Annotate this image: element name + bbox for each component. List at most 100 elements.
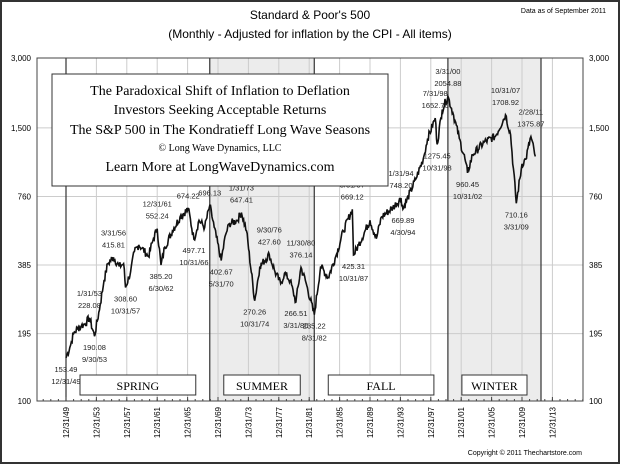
info-line-1: The Paradoxical Shift of Inflation to De…: [90, 84, 350, 99]
copyright: Copyright © 2011 Thechartstore.com: [468, 449, 582, 457]
annotation-label: 674.22: [177, 192, 200, 201]
annotation-label: 10/31/02: [453, 192, 482, 201]
annotation-label: 10/31/87: [339, 274, 368, 283]
y-tick-label-left: 195: [18, 330, 32, 339]
annotation-label: 427.60: [258, 237, 281, 246]
annotation-label: 1/31/53: [77, 289, 102, 298]
info-box: The Paradoxical Shift of Inflation to De…: [51, 73, 389, 187]
annotation-label: 12/31/49: [51, 377, 80, 386]
x-tick-label: 12/31/85: [336, 406, 345, 438]
season-box: [79, 374, 197, 396]
annotation-label: 10/31/57: [111, 306, 140, 315]
annotation-label: 647.41: [230, 196, 253, 205]
season-label: FALL: [367, 379, 396, 393]
annotation-label: 270.26: [243, 308, 266, 317]
y-tick-label-right: 100: [589, 397, 603, 406]
annotation-label: 4/30/94: [390, 228, 415, 237]
x-tick-label: 12/31/05: [488, 406, 497, 438]
annotation-label: 9/30/76: [257, 225, 282, 234]
annotation-label: 1708.92: [492, 98, 519, 107]
info-line-3: The S&P 500 in The Kondratieff Long Wave…: [70, 123, 370, 138]
annotation-label: 415.81: [102, 240, 125, 249]
annotation-label: 1652.70: [422, 101, 449, 110]
x-tick-label: 12/31/61: [153, 406, 162, 438]
y-tick-label-right: 760: [589, 192, 603, 201]
annotation-label: 7/31/98: [423, 89, 448, 98]
annotation-label: 696.13: [198, 188, 221, 197]
annotation-label: 9/30/53: [82, 355, 107, 364]
x-tick-label: 12/31/13: [548, 406, 557, 438]
y-tick-label-right: 195: [589, 330, 603, 339]
annotation-label: 2/28/11: [519, 108, 543, 117]
info-line-4: © Long Wave Dynamics, LLC: [159, 143, 282, 154]
annotation-label: 6/30/62: [148, 284, 173, 293]
annotation-label: 3/31/00: [435, 67, 460, 76]
y-tick-label-right: 1,500: [589, 124, 610, 133]
y-tick-label-left: 100: [18, 397, 32, 406]
annotation-label: 669.89: [391, 216, 414, 225]
season-label: WINTER: [471, 379, 518, 393]
annotation-label: 402.67: [210, 268, 233, 277]
annotation-label: 190.08: [83, 343, 106, 352]
y-tick-label-right: 385: [589, 261, 603, 270]
data-note: Data as of September 2011: [521, 8, 606, 15]
y-tick-label-left: 760: [18, 192, 32, 201]
annotation-label: 3/31/80: [283, 321, 308, 330]
annotation-label: 11/30/80: [287, 238, 316, 247]
season-box: [327, 374, 435, 396]
annotation-label: 1375.87: [517, 120, 544, 129]
annotation-label: 3/31/09: [504, 222, 529, 231]
y-tick-label-left: 1,500: [11, 124, 32, 133]
annotation-label: 1275.45: [424, 151, 451, 160]
annotation-label: 425.31: [342, 262, 365, 271]
x-tick-label: 12/31/49: [62, 406, 71, 438]
annotation-label: 8/31/82: [302, 334, 327, 343]
x-tick-label: 12/31/65: [184, 406, 193, 438]
annotation-label: 228.08: [78, 301, 101, 310]
annotation-label: 710.16: [505, 210, 528, 219]
x-tick-label: 12/31/73: [244, 406, 253, 438]
annotation-label: 748.20: [390, 181, 413, 190]
x-tick-label: 12/31/01: [457, 406, 466, 438]
x-tick-label: 12/31/57: [123, 406, 132, 438]
info-line-2: Investors Seeking Acceptable Returns: [114, 103, 327, 118]
x-tick-label: 12/31/53: [92, 406, 101, 438]
season-label: SPRING: [117, 379, 160, 393]
annotation-label: 10/31/74: [240, 320, 269, 329]
annotation-label: 153.49: [55, 365, 78, 374]
annotation-label: 1/31/94: [389, 169, 414, 178]
plot-frame: [36, 57, 584, 402]
annotation-label: 12/31/61: [143, 200, 172, 209]
annotation-label: 235.22: [303, 322, 326, 331]
annotation-label: 497.71: [182, 246, 205, 255]
x-tick-label: 12/31/81: [305, 406, 314, 438]
annotation-label: 669.12: [341, 192, 364, 201]
annotation-label: 960.45: [456, 180, 479, 189]
annotation-label: 10/31/07: [491, 86, 520, 95]
sp500-series-line: [65, 93, 537, 359]
x-tick-label: 12/31/97: [427, 406, 436, 438]
x-tick-label: 12/31/69: [214, 406, 223, 438]
x-tick-label: 12/31/77: [275, 406, 284, 438]
y-tick-label-left: 3,000: [11, 54, 32, 63]
season-label: SUMMER: [236, 379, 288, 393]
chart-subtitle: (Monthly - Adjusted for inflation by the…: [168, 27, 451, 41]
annotation-label: 5/31/70: [209, 280, 234, 289]
chart-title: Standard & Poor's 500: [250, 8, 371, 22]
y-tick-label-left: 385: [18, 261, 32, 270]
annotation-label: 266.51: [284, 309, 307, 318]
season-shade-winter: [447, 58, 541, 401]
info-link[interactable]: Learn More at LongWaveDynamics.com: [105, 160, 334, 175]
annotation-label: 3/31/56: [101, 228, 126, 237]
annotation-label: 1/31/73: [229, 184, 254, 193]
season-box: [223, 374, 301, 396]
season-box: [461, 374, 528, 396]
x-tick-label: 12/31/89: [366, 406, 375, 438]
annotation-label: 10/31/66: [179, 258, 208, 267]
annotation-label: 2054.88: [434, 79, 461, 88]
annotation-label: 308.60: [114, 294, 137, 303]
annotation-label: 552.24: [146, 212, 169, 221]
x-tick-label: 12/31/93: [396, 406, 405, 438]
annotation-label: 376.14: [289, 250, 312, 259]
